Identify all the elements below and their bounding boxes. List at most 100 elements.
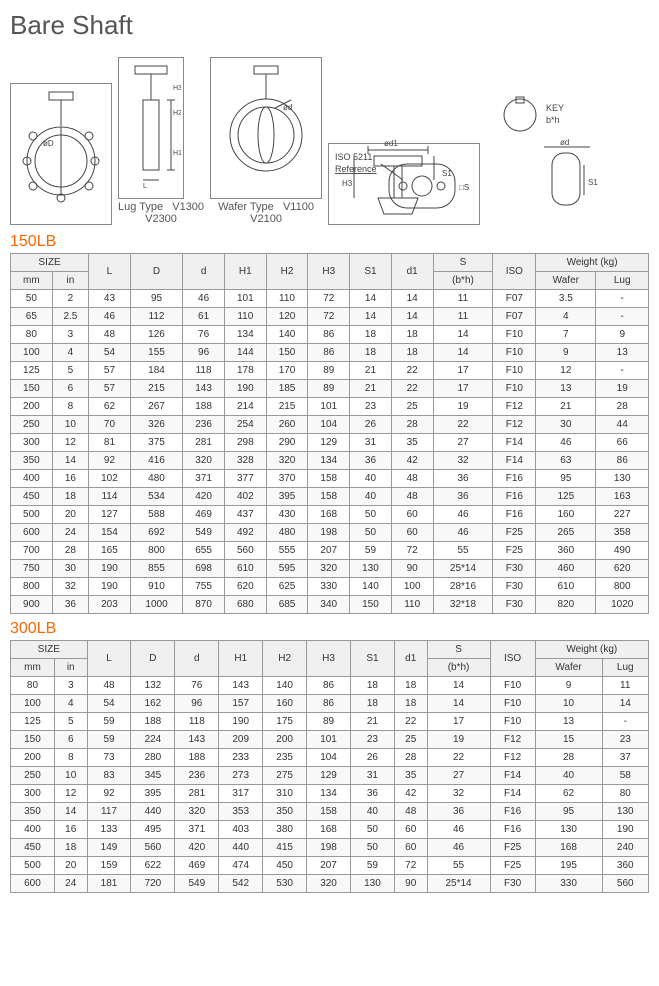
table-cell: 127	[89, 506, 131, 524]
table-cell: 555	[266, 542, 308, 560]
table-row: 8003219091075562062533014010028*16F30610…	[11, 578, 649, 596]
table-cell: 40	[350, 470, 392, 488]
table-cell: 170	[266, 362, 308, 380]
table-cell: 20	[54, 857, 87, 875]
table-cell: 14	[433, 326, 493, 344]
table-row: 45018149560420440415198506046F25168240	[11, 839, 649, 857]
table-cell: 300	[11, 785, 55, 803]
table-cell: 720	[131, 875, 175, 893]
table-cell: 625	[266, 578, 308, 596]
table-cell: 320	[266, 452, 308, 470]
th2-bh: (b*h)	[427, 659, 490, 677]
table-cell: 9	[536, 344, 596, 362]
th-D: D	[130, 254, 182, 290]
table-cell: 112	[130, 308, 182, 326]
table-cell: 500	[11, 857, 55, 875]
table-cell: 158	[308, 470, 350, 488]
table-cell: 474	[219, 857, 263, 875]
table-cell: 59	[87, 731, 131, 749]
table-cell: F12	[493, 398, 536, 416]
table-cell: 154	[89, 524, 131, 542]
table-cell: 86	[308, 326, 350, 344]
table-cell: 25*14	[433, 560, 493, 578]
table-cell: 100	[391, 578, 433, 596]
svg-text:H1: H1	[173, 150, 181, 157]
table-cell: 58	[602, 767, 649, 785]
table-cell: 55	[433, 542, 493, 560]
th2-in: in	[54, 659, 87, 677]
table-cell: 143	[183, 380, 225, 398]
table-cell: 42	[391, 452, 433, 470]
table-cell: 62	[535, 785, 602, 803]
th2-weight: Weight (kg)	[535, 641, 648, 659]
table-cell: 275	[263, 767, 307, 785]
table-cell: 50	[350, 506, 392, 524]
table-cell: 22	[394, 713, 427, 731]
table-cell: F16	[493, 488, 536, 506]
table-cell: 28	[394, 749, 427, 767]
table-cell: 21	[350, 362, 392, 380]
table-cell: 402	[224, 488, 266, 506]
th2-H3: H3	[307, 641, 351, 677]
table-cell: 57	[89, 362, 131, 380]
table-cell: 81	[89, 434, 131, 452]
table-cell: 59	[350, 542, 392, 560]
table-cell: 320	[183, 452, 225, 470]
table-cell: 800	[11, 578, 53, 596]
stem-icon: ød1 H3 S1	[334, 136, 480, 224]
table-cell: 377	[224, 470, 266, 488]
table-cell: 224	[131, 731, 175, 749]
table-cell: 140	[263, 677, 307, 695]
table-cell: 14	[391, 308, 433, 326]
table-cell: 400	[11, 470, 53, 488]
table-row: 1004541559614415086181814F10913	[11, 344, 649, 362]
table-cell: 21	[536, 398, 596, 416]
table-cell: 118	[183, 362, 225, 380]
table-cell: 14	[52, 452, 88, 470]
table-cell: 32	[433, 452, 493, 470]
table-row: 803481327614314086181814F10911	[11, 677, 649, 695]
table-cell: 560	[602, 875, 649, 893]
table-cell: 320	[175, 803, 219, 821]
table-cell: 495	[131, 821, 175, 839]
table-cell: 28	[391, 416, 433, 434]
table-cell: 200	[11, 749, 55, 767]
table-cell: 92	[87, 785, 131, 803]
table-cell: 190	[219, 713, 263, 731]
table-cell: 469	[183, 506, 225, 524]
table-cell: 437	[224, 506, 266, 524]
table-cell: 420	[183, 488, 225, 506]
table-cell: F07	[493, 290, 536, 308]
table-cell: 132	[131, 677, 175, 695]
table-cell: 480	[130, 470, 182, 488]
table-cell: 110	[224, 308, 266, 326]
table-cell: 273	[219, 767, 263, 785]
table-cell: 60	[391, 506, 433, 524]
table-cell: 160	[536, 506, 596, 524]
table-cell: 86	[308, 344, 350, 362]
table-cell: 36	[350, 452, 392, 470]
th-H2: H2	[266, 254, 308, 290]
table-cell: 48	[391, 488, 433, 506]
table-cell: F30	[493, 596, 536, 614]
table-cell: 588	[130, 506, 182, 524]
table-cell: 46	[433, 506, 493, 524]
table-cell: 32	[427, 785, 490, 803]
table-cell: 43	[89, 290, 131, 308]
table-cell: 655	[183, 542, 225, 560]
table-cell: 700	[11, 542, 53, 560]
table-cell: 236	[183, 416, 225, 434]
table-cell: 36	[427, 803, 490, 821]
th-weight: Weight (kg)	[536, 254, 649, 272]
diagram-row: øD H3 H2 H1 L Lug Type V1300 V2300	[10, 51, 649, 225]
table-cell: 86	[596, 452, 649, 470]
th2-mm: mm	[11, 659, 55, 677]
table-cell: 114	[89, 488, 131, 506]
table-cell: 370	[266, 470, 308, 488]
table-cell: 104	[307, 749, 351, 767]
table-cell: 28	[52, 542, 88, 560]
table-cell: 59	[350, 857, 394, 875]
table-cell: 28	[596, 398, 649, 416]
th2-S1: S1	[350, 641, 394, 677]
th2-d: d	[175, 641, 219, 677]
